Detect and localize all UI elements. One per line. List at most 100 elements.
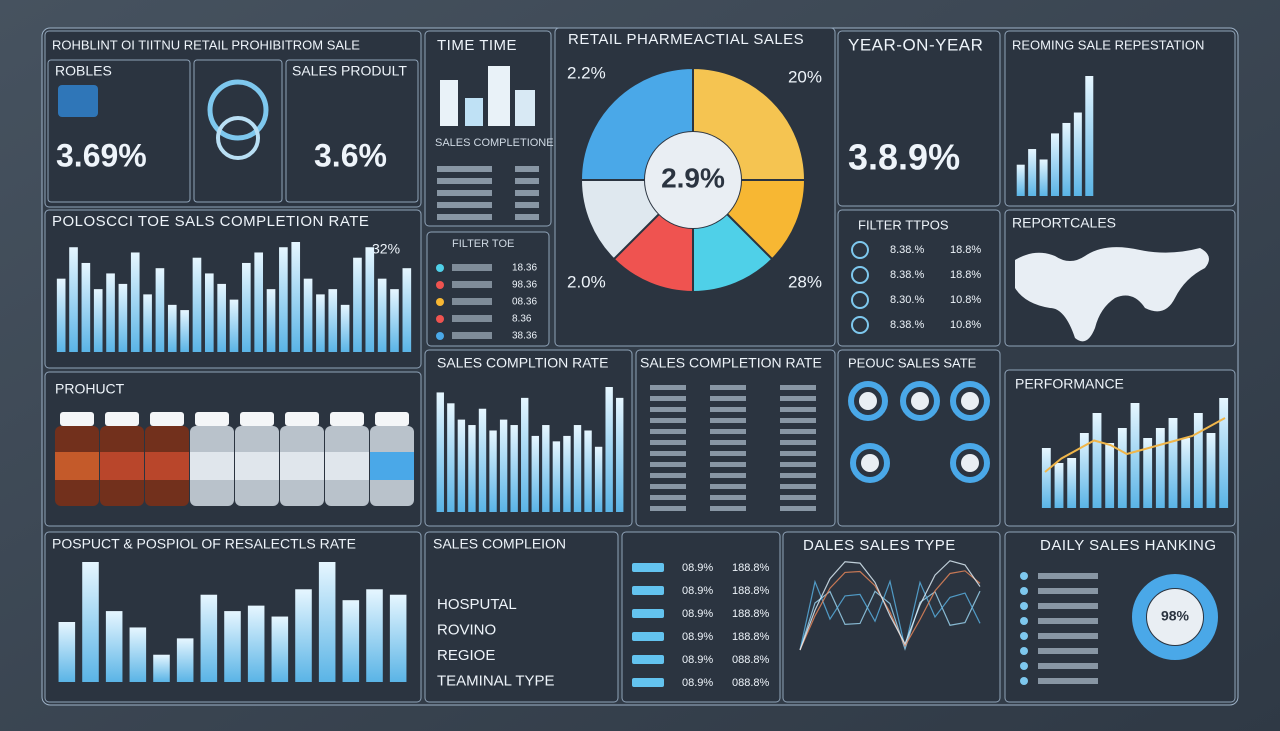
progress xyxy=(632,632,664,641)
bar xyxy=(1067,458,1077,508)
placeholder xyxy=(515,166,539,172)
kpi-value: 3.69% xyxy=(56,137,147,173)
icon xyxy=(851,291,869,309)
bullet xyxy=(1020,662,1028,670)
panel-title: PERFORMANCE xyxy=(1015,376,1124,392)
donut-center: 2.9% xyxy=(661,162,725,193)
panel-title: TIME TIME xyxy=(437,37,517,54)
placeholder xyxy=(780,407,816,412)
placeholder xyxy=(780,462,816,467)
ring-bg xyxy=(911,392,929,410)
panel-title: RETAIL PHARMEACTIAL SALES xyxy=(568,31,804,48)
list-value: 10.8% xyxy=(950,319,981,331)
bar xyxy=(192,257,202,352)
bar xyxy=(247,605,265,682)
list-value: 188.8% xyxy=(732,562,770,574)
panel xyxy=(424,531,619,703)
bar xyxy=(167,304,177,352)
ranking-center: 98% xyxy=(1161,608,1190,624)
bar xyxy=(390,289,399,352)
placeholder xyxy=(710,462,746,467)
bullet xyxy=(1020,572,1028,580)
panel-title: FILTER TOE xyxy=(452,238,514,250)
placeholder xyxy=(710,440,746,445)
bar xyxy=(118,283,128,352)
placeholder xyxy=(1038,633,1098,639)
list-value: 18.36 xyxy=(512,263,537,274)
bar xyxy=(1105,443,1115,508)
list-value: 08.9% xyxy=(682,631,713,643)
bar xyxy=(594,446,603,512)
bar xyxy=(130,252,140,352)
progress xyxy=(632,586,664,595)
placeholder xyxy=(650,440,686,445)
bar xyxy=(616,397,624,512)
bottle-label xyxy=(370,452,414,480)
bar xyxy=(69,247,78,352)
bar xyxy=(1155,428,1165,508)
bottle-cap xyxy=(285,412,319,426)
bar xyxy=(224,611,241,682)
placeholder xyxy=(1038,663,1098,669)
bar xyxy=(1051,133,1059,196)
ring-bg xyxy=(961,454,979,472)
bar xyxy=(1219,398,1229,508)
panel xyxy=(837,30,1001,207)
placeholder xyxy=(650,418,686,423)
scribble xyxy=(799,590,981,651)
placeholder xyxy=(452,264,492,271)
bar xyxy=(521,397,529,512)
bar xyxy=(266,289,276,352)
placeholder xyxy=(1038,588,1098,594)
placeholder xyxy=(780,385,816,390)
scribble xyxy=(799,560,981,651)
filter-item: HOSPUTAL xyxy=(437,596,517,613)
bar xyxy=(200,594,218,682)
list-value: 18.8% xyxy=(950,269,981,281)
bottle-label xyxy=(190,452,234,480)
bar xyxy=(573,425,582,512)
bar xyxy=(499,419,508,512)
placeholder xyxy=(437,178,492,184)
bar xyxy=(531,435,539,512)
bar xyxy=(1028,149,1037,196)
progress xyxy=(632,655,664,664)
placeholder xyxy=(1038,678,1098,684)
bar xyxy=(366,589,383,682)
ring xyxy=(950,381,990,421)
placeholder xyxy=(452,281,492,288)
placeholder xyxy=(437,214,492,220)
placeholder xyxy=(437,202,492,208)
bar xyxy=(457,419,466,512)
placeholder xyxy=(1038,573,1098,579)
placeholder xyxy=(452,332,492,339)
placeholder xyxy=(515,190,539,196)
placeholder xyxy=(710,473,746,478)
bar xyxy=(153,654,170,682)
bottle-label xyxy=(55,452,99,480)
panel-title: REOMING SALE REPESTATION xyxy=(1012,37,1204,52)
panel xyxy=(837,209,1001,347)
bar xyxy=(82,562,99,682)
bar xyxy=(1085,76,1094,196)
panel-title: POLOSCCI TOE SALS COMPLETION RATE xyxy=(52,213,369,230)
placeholder xyxy=(710,407,746,412)
bar xyxy=(353,257,362,352)
bar xyxy=(242,262,251,352)
bar xyxy=(271,616,289,682)
icon xyxy=(851,266,869,284)
bullet xyxy=(436,298,444,306)
bullet xyxy=(1020,587,1028,595)
placeholder xyxy=(452,315,492,322)
bar xyxy=(291,242,301,352)
panel-subtitle: SALES COMPLETIONE xyxy=(435,137,554,149)
header-title: ROHBLINT OI TIITNU RETAIL PROHIBITROM SA… xyxy=(52,37,360,52)
bar xyxy=(478,408,487,512)
bottle-label xyxy=(325,452,369,480)
bar xyxy=(1193,413,1203,508)
placeholder xyxy=(1038,618,1098,624)
placeholder xyxy=(650,451,686,456)
placeholder xyxy=(710,429,746,434)
panel-title: DAILY SALES HANKING xyxy=(1040,537,1217,554)
placeholder xyxy=(780,440,816,445)
